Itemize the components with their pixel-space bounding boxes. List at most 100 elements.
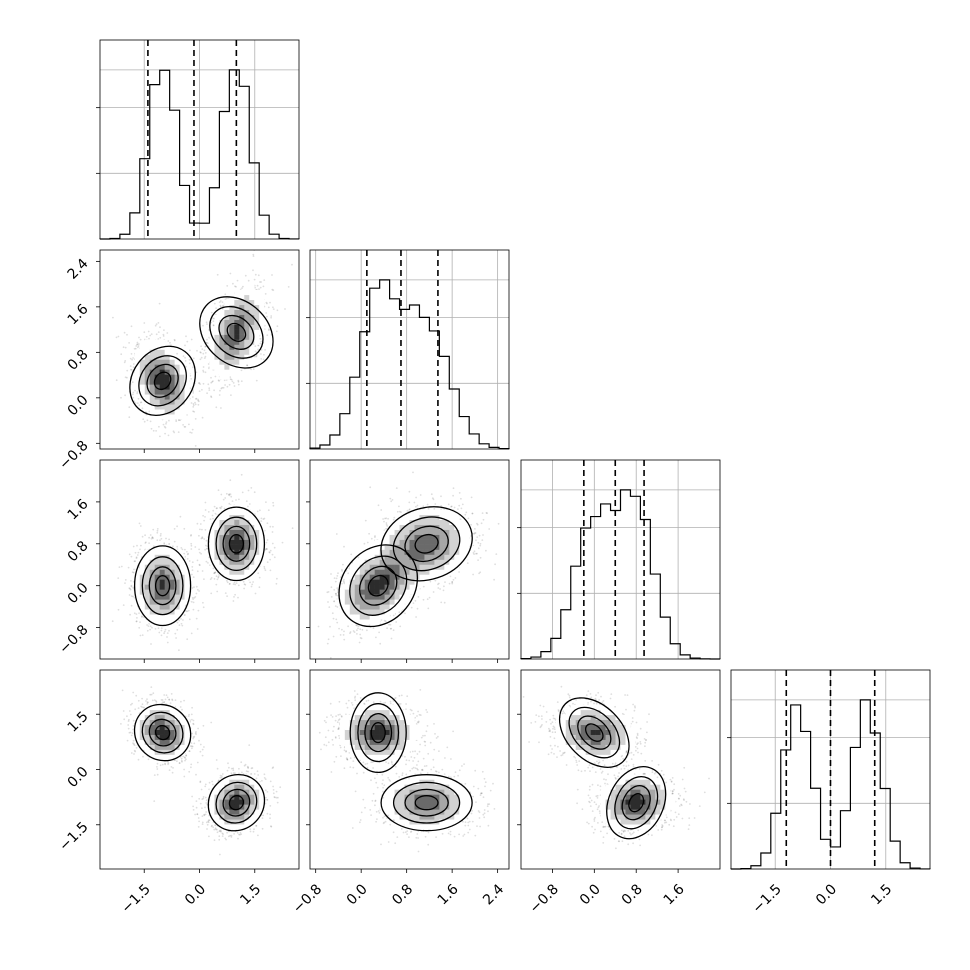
scatter-point: [129, 587, 132, 590]
density-cell: [224, 539, 230, 545]
density-cell: [249, 284, 255, 291]
scatter-point: [256, 284, 259, 287]
scatter-point: [142, 418, 145, 421]
density-cell: [209, 549, 215, 555]
scatter-point: [136, 554, 139, 556]
density-cell: [149, 379, 156, 385]
scatter-point: [168, 629, 170, 632]
scatter-point: [160, 627, 163, 629]
density-cell: [214, 329, 220, 335]
scatter-point: [218, 380, 221, 382]
scatter-point: [257, 572, 260, 575]
density-cell: [169, 359, 175, 365]
scatter-point: [234, 583, 237, 586]
density-cell: [159, 389, 165, 395]
scatter-point: [165, 537, 167, 540]
scatter-point: [210, 311, 213, 314]
scatter-point: [192, 576, 195, 578]
scatter-point: [149, 628, 152, 631]
density-cell: [239, 319, 245, 325]
scatter-point: [192, 366, 194, 369]
scatter-point: [204, 529, 207, 531]
density-cell: [169, 549, 175, 555]
scatter-point: [203, 349, 206, 352]
scatter-point: [260, 517, 263, 520]
scatter-point: [258, 288, 260, 291]
density-cell: [239, 539, 245, 545]
scatter-point: [130, 325, 133, 328]
density-cell: [154, 409, 160, 415]
density-cell: [219, 324, 225, 330]
scatter-point: [180, 622, 183, 625]
scatter-point: [218, 301, 221, 304]
scatter-point: [190, 548, 193, 550]
scatter-point: [210, 577, 213, 579]
density-cell: [224, 339, 230, 345]
density-cell: [154, 359, 160, 365]
density-cell: [154, 404, 160, 410]
density-cell: [239, 304, 245, 310]
density-cell: [234, 359, 240, 365]
density-cell: [174, 389, 180, 395]
scatter-point: [202, 352, 205, 355]
scatter-point: [145, 335, 148, 338]
scatter-point: [141, 615, 144, 618]
panel-frame: [309, 249, 510, 450]
scatter-point: [266, 315, 268, 318]
scatter-point: [196, 522, 199, 525]
density-cell: [179, 374, 185, 380]
density-cell: [244, 359, 250, 365]
scatter-point: [124, 582, 126, 584]
scatter-point: [135, 620, 138, 623]
scatter-point: [128, 587, 131, 589]
scatter-point: [228, 383, 231, 386]
density-cell: [134, 349, 141, 355]
density-cell: [139, 349, 146, 355]
scatter-point: [253, 491, 256, 494]
scatter-point: [252, 581, 255, 583]
density-cell: [239, 554, 245, 560]
density-cell: [239, 349, 245, 355]
scatter-point: [229, 376, 232, 378]
scatter-point: [201, 537, 204, 539]
scatter-point: [266, 539, 269, 541]
density-cell: [184, 599, 190, 605]
density-cell: [154, 594, 160, 600]
scatter-point: [250, 585, 253, 588]
scatter-point: [199, 523, 202, 525]
density-cell: [244, 289, 250, 296]
scatter-point: [150, 333, 153, 335]
scatter-point: [272, 501, 274, 504]
density-cell: [214, 539, 220, 545]
scatter-point: [129, 588, 132, 591]
scatter-point: [198, 590, 201, 592]
density-cell: [144, 354, 151, 360]
scatter-point: [206, 392, 209, 395]
scatter-point: [150, 643, 152, 645]
scatter-point: [260, 340, 262, 343]
scatter-point: [156, 528, 159, 530]
scatter-point: [212, 317, 214, 320]
panel-frame: [520, 459, 721, 660]
scatter-point: [139, 401, 142, 404]
scatter-point: [222, 498, 225, 501]
scatter-point: [192, 390, 195, 392]
scatter-point: [247, 489, 250, 492]
density-cell: [184, 369, 190, 375]
scatter-point: [267, 509, 270, 512]
scatter-point: [250, 487, 253, 489]
density-cell: [229, 339, 235, 345]
scatter-point: [128, 416, 131, 419]
density-cell: [259, 294, 265, 301]
density-cell: [254, 304, 260, 310]
density-cell: [209, 329, 215, 335]
scatter-point: [156, 531, 159, 534]
density-cell: [139, 359, 146, 365]
scatter-point: [191, 587, 194, 589]
density-cell: [244, 284, 250, 291]
density-cell: [214, 564, 220, 570]
scatter-point: [194, 401, 196, 404]
scatter-point: [276, 577, 278, 580]
scatter-point: [206, 323, 208, 325]
scatter-point: [259, 286, 262, 289]
